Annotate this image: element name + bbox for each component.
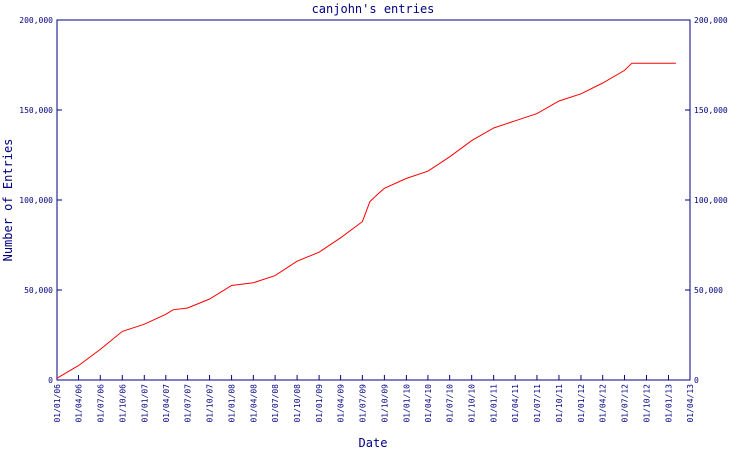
x-tick-label: 01/10/10 <box>468 384 477 423</box>
x-tick-label: 01/01/13 <box>664 384 673 423</box>
x-tick-label: 01/01/08 <box>228 384 237 423</box>
x-tick-label: 01/01/09 <box>315 384 324 423</box>
x-tick-label: 01/04/10 <box>424 384 433 423</box>
chart-title: canjohn's entries <box>312 2 435 16</box>
y2-tick-label: 150,000 <box>694 106 728 115</box>
x-tick-label: 01/07/10 <box>446 384 455 423</box>
x-tick-label: 01/01/12 <box>577 384 586 423</box>
y2-tick-label: 50,000 <box>694 286 723 295</box>
x-tick-label: 01/10/06 <box>118 384 127 423</box>
x-tick-label: 01/04/12 <box>599 384 608 423</box>
x-tick-label: 01/10/11 <box>555 384 564 423</box>
y-tick-label: 150,000 <box>19 106 53 115</box>
x-tick-label: 01/07/07 <box>184 384 193 423</box>
x-tick-label: 01/04/11 <box>511 384 520 423</box>
x-axis-label: Date <box>359 436 388 450</box>
x-tick-label: 01/04/07 <box>162 384 171 423</box>
x-tick-label: 01/10/07 <box>206 384 215 423</box>
x-tick-label: 01/07/09 <box>358 384 367 423</box>
x-tick-label: 01/04/09 <box>337 384 346 423</box>
x-tick-label: 01/04/06 <box>75 384 84 423</box>
x-tick-label: 01/10/08 <box>293 384 302 423</box>
x-tick-label: 01/01/10 <box>402 384 411 423</box>
y-tick-label: 100,000 <box>19 196 53 205</box>
x-tick-label: 01/01/06 <box>53 384 62 423</box>
x-tick-label: 01/01/11 <box>490 384 499 423</box>
x-tick-label: 01/07/12 <box>620 384 629 423</box>
x-tick-label: 01/01/07 <box>140 384 149 423</box>
x-tick-label: 01/04/08 <box>249 384 258 423</box>
x-tick-label: 01/07/06 <box>96 384 105 423</box>
plot-frame <box>56 19 691 381</box>
x-tick-label: 01/10/12 <box>642 384 651 423</box>
y-tick-label: 200,000 <box>19 16 53 25</box>
x-tick-label: 01/07/11 <box>533 384 542 423</box>
y2-tick-label: 0 <box>694 376 699 385</box>
y2-tick-label: 200,000 <box>694 16 728 25</box>
data-line <box>56 62 676 379</box>
x-tick-label: 01/07/08 <box>271 384 280 423</box>
y-tick-label: 0 <box>48 376 53 385</box>
y-axis-label: Number of Entries <box>1 139 15 262</box>
y-tick-label: 50,000 <box>24 286 53 295</box>
x-tick-label: 01/10/09 <box>380 384 389 423</box>
x-tick-label: 01/04/13 <box>686 384 695 423</box>
y2-tick-label: 100,000 <box>694 196 728 205</box>
